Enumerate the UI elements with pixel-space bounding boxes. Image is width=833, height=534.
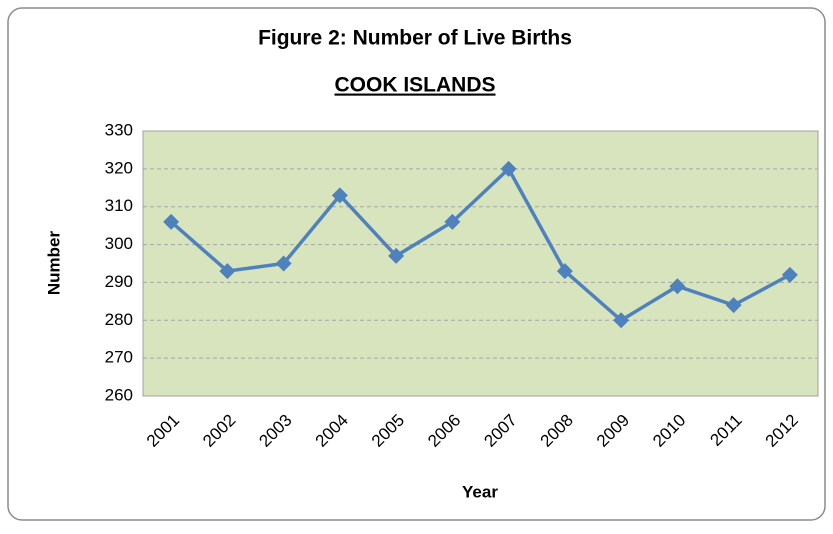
plot-area [142, 130, 819, 397]
y-tick-label: 280 [105, 310, 133, 329]
marker [331, 187, 348, 204]
marker [444, 213, 461, 230]
marker [388, 247, 405, 264]
line [169, 166, 791, 323]
x-axis-label: Year [462, 482, 498, 501]
y-tick-label: 290 [105, 272, 133, 291]
y-tick-label: 260 [105, 385, 133, 404]
marker [669, 278, 686, 295]
marker [219, 263, 236, 280]
marker [556, 263, 573, 280]
chart-title: Figure 2: Number of Live Births [258, 27, 572, 50]
y-tick-label: 300 [105, 234, 133, 253]
marker [725, 297, 742, 314]
marker [275, 255, 292, 272]
y-axis-label: Number [44, 231, 63, 296]
marker [163, 213, 180, 230]
marker [613, 312, 630, 329]
y-tick-label: 320 [105, 158, 133, 177]
y-tick-label: 330 [105, 120, 133, 139]
marker [500, 160, 517, 177]
y-tick-label: 270 [105, 348, 133, 367]
chart-subtitle: COOK ISLANDS [334, 74, 495, 97]
y-tick-label: 310 [105, 196, 133, 215]
marker [781, 266, 798, 283]
